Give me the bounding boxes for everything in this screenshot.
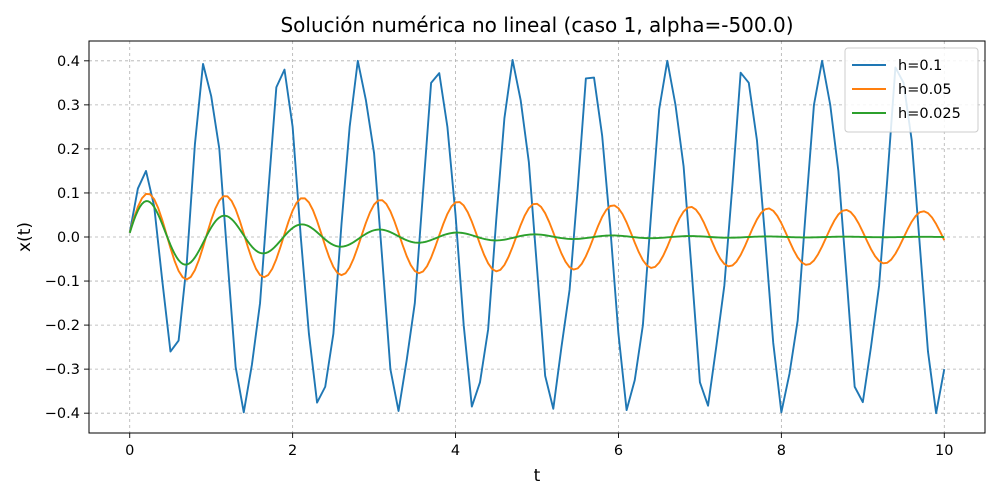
y-tick-label: −0.3 xyxy=(45,362,80,378)
plot-lines xyxy=(128,58,946,415)
y-axis-label: x(t) xyxy=(15,222,35,252)
y-tick-label: 0.4 xyxy=(57,54,80,70)
series-line-3 xyxy=(128,200,945,266)
x-tick-label: 2 xyxy=(288,443,297,459)
legend-label-3: h=0.025 xyxy=(898,106,961,122)
legend: h=0.1 h=0.05 h=0.025 xyxy=(844,47,979,133)
x-tick-label: 10 xyxy=(935,443,953,459)
x-tick-label: 8 xyxy=(777,443,786,459)
y-tick-label: 0.0 xyxy=(57,230,80,246)
x-axis: 0 2 4 6 8 10 xyxy=(125,433,953,459)
y-tick-label: −0.1 xyxy=(45,274,80,290)
series-line-2 xyxy=(128,192,946,281)
series-line-1 xyxy=(128,58,946,415)
legend-label-1: h=0.1 xyxy=(898,58,942,74)
chart-title: Solución numérica no lineal (caso 1, alp… xyxy=(280,13,793,37)
y-axis: 0.4 0.3 0.2 0.1 0.0 −0.1 −0.2 −0.3 −0.4 xyxy=(45,54,89,422)
legend-label-2: h=0.05 xyxy=(898,82,952,98)
x-axis-label: t xyxy=(534,466,541,486)
y-tick-label: 0.1 xyxy=(57,186,80,202)
x-tick-label: 4 xyxy=(451,443,460,459)
x-tick-label: 6 xyxy=(614,443,623,459)
x-tick-label: 0 xyxy=(125,443,134,459)
y-tick-label: −0.2 xyxy=(45,318,80,334)
y-tick-label: 0.3 xyxy=(57,98,80,114)
legend-box xyxy=(844,47,979,133)
y-tick-label: −0.4 xyxy=(45,406,80,422)
y-tick-label: 0.2 xyxy=(57,142,80,158)
